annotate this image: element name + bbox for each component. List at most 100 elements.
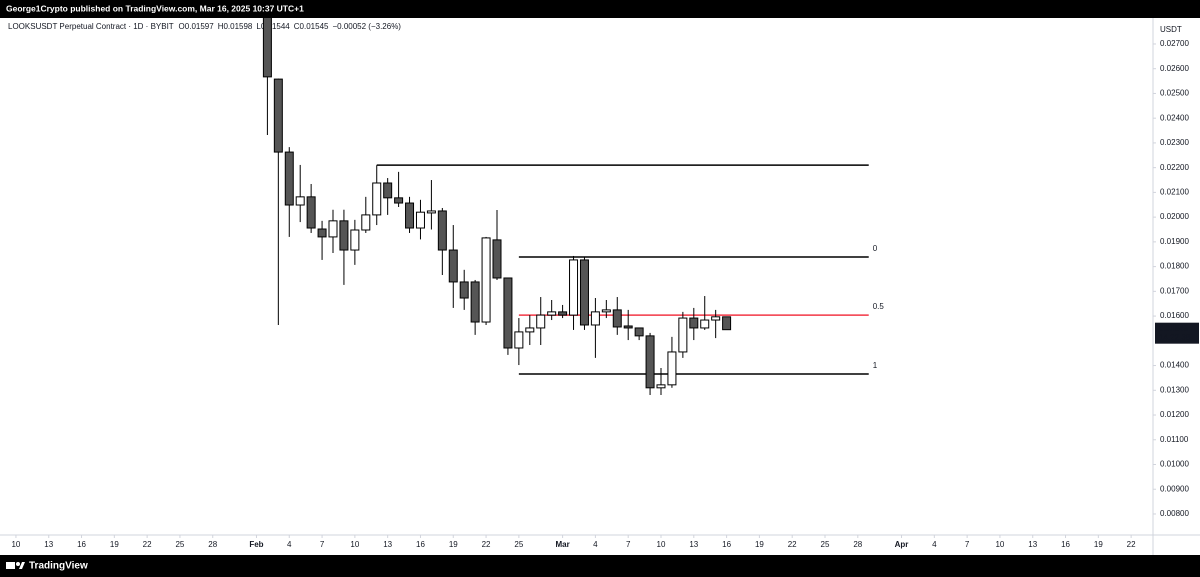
fib-label: 1 [873, 361, 878, 370]
candle-body [689, 317, 699, 329]
x-tick-label: 19 [449, 540, 458, 549]
x-tick-label: 7 [965, 540, 970, 549]
x-tick-label: 10 [995, 540, 1004, 549]
fib-label: 0 [873, 244, 878, 253]
x-tick-label: 16 [1061, 540, 1070, 549]
y-tick-label: 0.01300 [1160, 385, 1189, 394]
x-tick-label: 10 [657, 540, 666, 549]
x-tick-label: 25 [821, 540, 830, 549]
y-tick-label: 0.02100 [1160, 188, 1189, 197]
x-tick-label: 19 [755, 540, 764, 549]
publisher-line: George1Crypto published on TradingView.c… [6, 3, 304, 13]
last-price-tag [1155, 322, 1199, 344]
candle-body [372, 182, 382, 216]
candle-body [481, 237, 491, 323]
y-tick-label: 0.01200 [1160, 410, 1189, 419]
y-tick-label: 0.02600 [1160, 64, 1189, 73]
candle-body [317, 228, 327, 238]
x-tick-label: 13 [44, 540, 53, 549]
top-bar [0, 0, 1200, 18]
candle-body [667, 351, 677, 386]
candle-body [306, 196, 316, 229]
y-tick-label: 0.01700 [1160, 286, 1189, 295]
candle-body [295, 196, 305, 206]
candle-body [273, 78, 283, 153]
x-tick-label: 28 [853, 540, 862, 549]
candle-body [514, 331, 524, 349]
x-tick-label: 7 [626, 540, 631, 549]
x-tick-label: 22 [1127, 540, 1136, 549]
y-tick-label: 0.02300 [1160, 138, 1189, 147]
y-tick-label: 0.01400 [1160, 361, 1189, 370]
x-tick-label: 10 [11, 540, 20, 549]
candle-body [536, 314, 546, 329]
x-tick-label: Mar [555, 540, 569, 549]
candle-body [645, 335, 655, 389]
y-tick-label: 0.00900 [1160, 484, 1189, 493]
candle-body [459, 281, 469, 299]
candle-body [328, 220, 338, 238]
x-tick-label: 19 [1094, 540, 1103, 549]
candle-body [415, 211, 425, 229]
x-tick-label: 7 [320, 540, 325, 549]
candle-body [634, 327, 644, 337]
candle-body [426, 210, 436, 214]
x-tick-label: 16 [416, 540, 425, 549]
candle-body [437, 210, 447, 251]
candle-body [339, 220, 349, 251]
x-tick-label: 25 [514, 540, 523, 549]
candle-body [394, 197, 404, 204]
x-tick-label: 13 [689, 540, 698, 549]
x-tick-label: 10 [350, 540, 359, 549]
y-tick-label: 0.02500 [1160, 89, 1189, 98]
candle-body [590, 311, 600, 326]
x-tick-label: 13 [383, 540, 392, 549]
y-tick-label: 0.02400 [1160, 113, 1189, 122]
fib-label: 0.5 [873, 302, 885, 311]
y-tick-label: 0.02200 [1160, 163, 1189, 172]
footer-brand: TradingView [29, 561, 88, 572]
candle-body [262, 18, 272, 78]
ohlc-low: L0.01544 [256, 22, 290, 31]
candle-body [284, 151, 294, 206]
x-tick-label: 19 [110, 540, 119, 549]
candle-body [579, 259, 589, 326]
x-tick-label: Feb [249, 540, 263, 549]
chart-header: LOOKSUSDT Perpetual Contract · 1D · BYBI… [8, 22, 401, 31]
candle-body [448, 249, 458, 283]
x-tick-label: 22 [788, 540, 797, 549]
y-tick-label: 0.01100 [1160, 435, 1189, 444]
candle-body [558, 311, 568, 316]
candle-body [525, 327, 535, 333]
x-tick-label: 16 [722, 540, 731, 549]
y-unit: USDT [1160, 25, 1182, 34]
candle-body [405, 202, 415, 229]
candle-body [612, 309, 622, 328]
candle-body [678, 317, 688, 353]
x-tick-label: 22 [482, 540, 491, 549]
candle-body [350, 229, 360, 251]
tv-logo [6, 562, 25, 569]
countdown-label: 14:22:38 [1159, 333, 1191, 342]
candle-body [361, 214, 371, 231]
ohlc-change: −0.00052 (−3.26%) [332, 22, 401, 31]
ohlc-open: O0.01597 [179, 22, 215, 31]
y-tick-label: 0.00800 [1160, 509, 1189, 518]
plot-area: 00.51 [262, 18, 885, 395]
candle-body [569, 259, 579, 316]
chart-title: LOOKSUSDT Perpetual Contract · 1D · BYBI… [8, 22, 174, 31]
y-tick-label: 0.01000 [1160, 460, 1189, 469]
footer-bar [0, 555, 1200, 577]
y-tick-label: 0.01800 [1160, 262, 1189, 271]
candle-body [470, 281, 480, 323]
x-tick-label: 28 [208, 540, 217, 549]
candle-body [547, 311, 557, 316]
candle-body [656, 384, 666, 389]
x-tick-label: Apr [895, 540, 909, 549]
candle-body [503, 277, 513, 349]
y-tick-label: 0.02000 [1160, 212, 1189, 221]
candle-body [722, 316, 732, 331]
last-price-label: 0.01545 [1159, 324, 1188, 333]
